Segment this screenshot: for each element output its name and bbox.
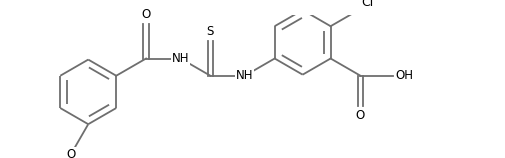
Text: O: O [66, 148, 75, 158]
Text: Cl: Cl [361, 0, 373, 9]
Text: NH: NH [236, 69, 253, 82]
Text: NH: NH [171, 52, 189, 65]
Text: OH: OH [394, 69, 412, 82]
Text: O: O [355, 109, 365, 122]
Text: O: O [141, 8, 150, 21]
Text: S: S [206, 25, 214, 38]
